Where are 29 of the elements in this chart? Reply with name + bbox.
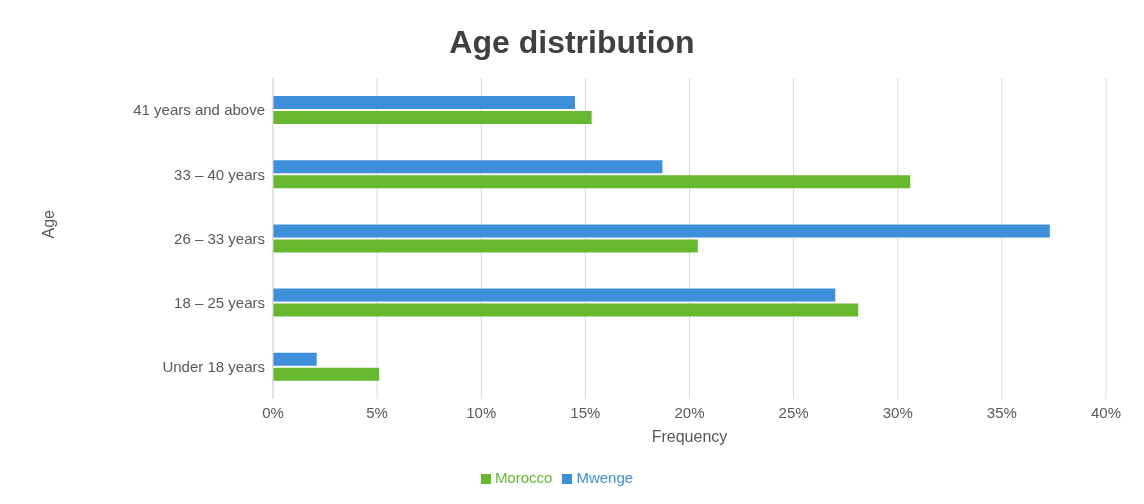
x-axis-title: Frequency (651, 428, 728, 446)
y-tick-label: 26 – 33 years (174, 229, 265, 247)
x-tick-label: 15% (570, 403, 601, 421)
bar (273, 175, 911, 189)
x-tick-label: 5% (366, 403, 388, 421)
bar (273, 303, 859, 317)
y-tick-label: 33 – 40 years (174, 165, 265, 183)
x-tick-label: 30% (882, 403, 913, 421)
legend-label: Mwenge (576, 469, 634, 486)
bar (273, 288, 836, 302)
chart-title: Age distribution (448, 23, 696, 62)
bar (273, 160, 663, 174)
bar (273, 239, 698, 253)
y-tick-label: 41 years and above (133, 101, 265, 119)
bar (273, 367, 380, 381)
y-axis-title: Age (39, 209, 57, 239)
y-tick-label: 18 – 25 years (174, 294, 265, 312)
bar (273, 352, 317, 366)
x-tick-label: 20% (674, 403, 705, 421)
x-tick-label: 10% (466, 403, 497, 421)
bar (273, 111, 592, 124)
x-tick-label: 0% (262, 403, 284, 421)
bar (273, 96, 575, 109)
x-tick-label: 35% (986, 403, 1017, 421)
x-tick-label: 40% (1090, 403, 1122, 421)
y-tick-label: Under 18 years (162, 358, 265, 376)
legend-label: Morocco (494, 469, 553, 486)
x-tick-label: 25% (778, 403, 809, 421)
bar (273, 224, 1050, 238)
